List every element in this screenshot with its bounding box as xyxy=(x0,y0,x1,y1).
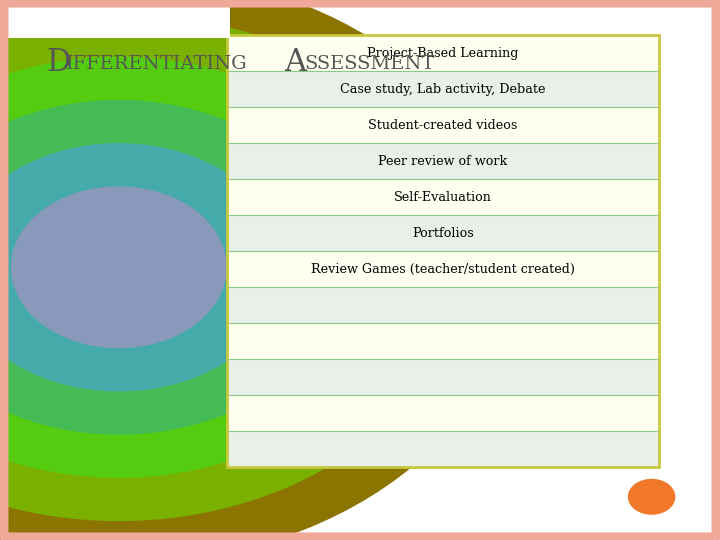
Text: D: D xyxy=(47,46,71,78)
Text: Self-Evaluation: Self-Evaluation xyxy=(394,191,492,204)
Bar xyxy=(227,35,659,71)
Circle shape xyxy=(0,100,342,435)
Text: A: A xyxy=(284,46,307,78)
Circle shape xyxy=(0,57,400,478)
Bar xyxy=(227,71,659,107)
Bar xyxy=(0,0,230,38)
Text: IFFERENTIATING: IFFERENTIATING xyxy=(66,55,248,73)
Text: Portfolios: Portfolios xyxy=(412,227,474,240)
Circle shape xyxy=(11,186,227,348)
Bar xyxy=(227,287,659,323)
Bar xyxy=(227,431,659,467)
Text: SSESSMENT: SSESSMENT xyxy=(305,55,435,73)
Bar xyxy=(227,143,659,179)
Text: Student-created videos: Student-created videos xyxy=(368,119,518,132)
Bar xyxy=(227,251,659,287)
Circle shape xyxy=(0,143,284,392)
Text: Peer review of work: Peer review of work xyxy=(378,154,508,167)
Circle shape xyxy=(0,14,457,521)
Text: Case study, Lab activity, Debate: Case study, Lab activity, Debate xyxy=(340,83,546,96)
Bar xyxy=(227,179,659,215)
Bar xyxy=(227,323,659,359)
Bar xyxy=(227,35,659,467)
Text: Project-Based Learning: Project-Based Learning xyxy=(367,46,518,59)
Bar xyxy=(227,359,659,395)
Bar xyxy=(227,107,659,143)
Bar xyxy=(227,395,659,431)
Circle shape xyxy=(629,480,675,514)
Circle shape xyxy=(0,0,515,540)
Text: Review Games (teacher/student created): Review Games (teacher/student created) xyxy=(311,262,575,275)
Bar xyxy=(227,215,659,251)
